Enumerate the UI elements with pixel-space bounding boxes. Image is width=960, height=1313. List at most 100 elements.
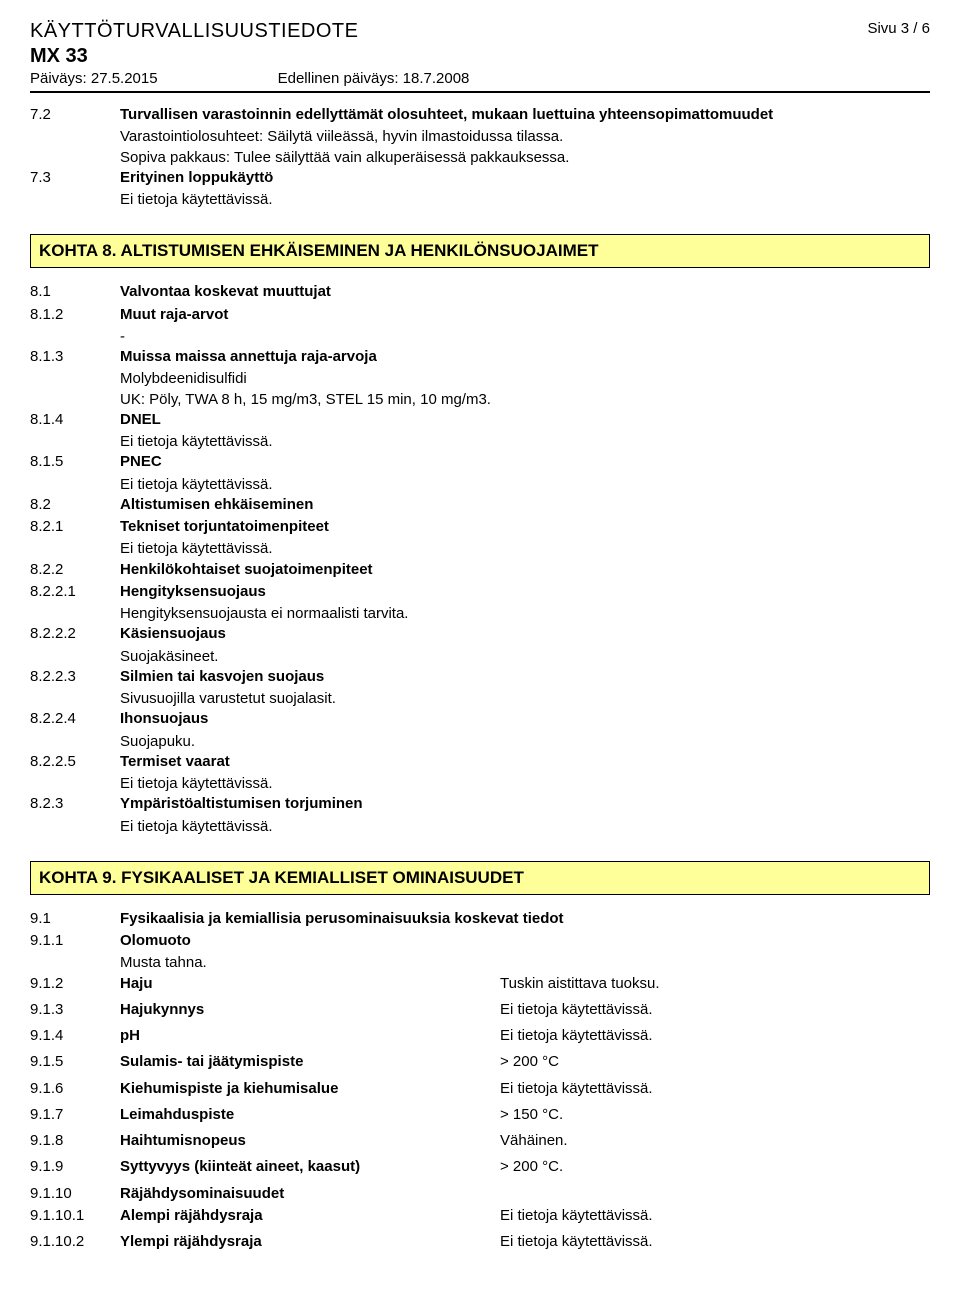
item-8-2-2-3: 8.2.2.3 Silmien tai kasvojen suojaus xyxy=(30,667,930,687)
num-8-2: 8.2 xyxy=(30,495,120,515)
num-8-2-2-1: 8.2.2.1 xyxy=(30,582,120,602)
property-num: 9.1.9 xyxy=(30,1157,120,1177)
item-8-1: 8.1 Valvontaa koskevat muuttujat xyxy=(30,282,930,302)
title-8-2: Altistumisen ehkäiseminen xyxy=(120,495,930,515)
property-value: > 200 °C. xyxy=(500,1157,930,1177)
num-8-1-5: 8.1.5 xyxy=(30,452,120,472)
title-8-1-2: Muut raja-arvot xyxy=(120,305,930,325)
doc-title: KÄYTTÖTURVALLISUUSTIEDOTE xyxy=(30,20,469,43)
item-8-2: 8.2 Altistumisen ehkäiseminen xyxy=(30,495,930,515)
item-8-2-2-5: 8.2.2.5 Termiset vaarat xyxy=(30,752,930,772)
title-9-1: Fysikaalisia ja kemiallisia perusominais… xyxy=(120,909,930,929)
item-7-2: 7.2 Turvallisen varastoinnin edellyttämä… xyxy=(30,105,930,125)
property-label: Alempi räjähdysraja xyxy=(120,1206,500,1226)
title-8-2-2-5: Termiset vaarat xyxy=(120,752,930,772)
item-9-1-10: 9.1.10 Räjähdysominaisuudet xyxy=(30,1184,930,1204)
item-8-1-3: 8.1.3 Muissa maissa annettuja raja-arvoj… xyxy=(30,347,930,367)
property-label: Syttyvyys (kiinteät aineet, kaasut) xyxy=(120,1157,500,1177)
property-row: 9.1.9Syttyvyys (kiinteät aineet, kaasut)… xyxy=(30,1157,930,1177)
property-num: 9.1.5 xyxy=(30,1052,120,1072)
page-header: KÄYTTÖTURVALLISUUSTIEDOTE MX 33 Päiväys:… xyxy=(30,20,930,87)
page-number: Sivu 3 / 6 xyxy=(867,20,930,37)
property-num: 9.1.6 xyxy=(30,1079,120,1099)
item-8-2-2-4: 8.2.2.4 Ihonsuojaus xyxy=(30,709,930,729)
num-8-2-3: 8.2.3 xyxy=(30,794,120,814)
property-num: 9.1.4 xyxy=(30,1026,120,1046)
text-8-2-2-5-l1: Ei tietoja käytettävissä. xyxy=(120,774,930,794)
property-num: 9.1.8 xyxy=(30,1131,120,1151)
property-value: > 150 °C. xyxy=(500,1105,930,1125)
property-num: 9.1.10.2 xyxy=(30,1232,120,1252)
property-num: 9.1.7 xyxy=(30,1105,120,1125)
text-9-1-1-l1: Musta tahna. xyxy=(120,953,930,973)
title-8-1-3: Muissa maissa annettuja raja-arvoja xyxy=(120,347,930,367)
property-row: 9.1.6Kiehumispiste ja kiehumisalueEi tie… xyxy=(30,1079,930,1099)
property-row: 9.1.4pHEi tietoja käytettävissä. xyxy=(30,1026,930,1046)
property-label: Haihtumisnopeus xyxy=(120,1131,500,1151)
num-8-2-2-5: 8.2.2.5 xyxy=(30,752,120,772)
property-row: 9.1.10.2Ylempi räjähdysrajaEi tietoja kä… xyxy=(30,1232,930,1252)
num-8-1-4: 8.1.4 xyxy=(30,410,120,430)
text-8-2-2-4-l1: Suojapuku. xyxy=(120,732,930,752)
property-value: Ei tietoja käytettävissä. xyxy=(500,1232,930,1252)
item-8-1-4: 8.1.4 DNEL xyxy=(30,410,930,430)
title-8-2-2: Henkilökohtaiset suojatoimenpiteet xyxy=(120,560,930,580)
item-8-1-2: 8.1.2 Muut raja-arvot xyxy=(30,305,930,325)
item-9-1: 9.1 Fysikaalisia ja kemiallisia perusomi… xyxy=(30,909,930,929)
num-9-1-10: 9.1.10 xyxy=(30,1184,120,1204)
num-7-2: 7.2 xyxy=(30,105,120,125)
item-8-1-5: 8.1.5 PNEC xyxy=(30,452,930,472)
item-8-2-3: 8.2.3 Ympäristöaltistumisen torjuminen xyxy=(30,794,930,814)
property-value: Ei tietoja käytettävissä. xyxy=(500,1000,930,1020)
text-8-1-5-l1: Ei tietoja käytettävissä. xyxy=(120,475,930,495)
title-8-2-3: Ympäristöaltistumisen torjuminen xyxy=(120,794,930,814)
title-8-2-2-4: Ihonsuojaus xyxy=(120,709,930,729)
text-7-2-l2: Sopiva pakkaus: Tulee säilyttää vain alk… xyxy=(120,148,930,168)
item-8-2-2-1: 8.2.2.1 Hengityksensuojaus xyxy=(30,582,930,602)
title-9-1-10: Räjähdysominaisuudet xyxy=(120,1184,930,1204)
num-8-1: 8.1 xyxy=(30,282,120,302)
text-8-2-2-1-l1: Hengityksensuojausta ei normaalisti tarv… xyxy=(120,604,930,624)
property-num: 9.1.2 xyxy=(30,974,120,994)
text-7-2-l1: Varastointiolosuhteet: Säilytä viileässä… xyxy=(120,127,930,147)
text-8-1-2-sub: - xyxy=(120,327,930,347)
num-8-2-2: 8.2.2 xyxy=(30,560,120,580)
property-value: > 200 °C xyxy=(500,1052,930,1072)
property-row: 9.1.10.1Alempi räjähdysrajaEi tietoja kä… xyxy=(30,1206,930,1226)
num-8-2-1: 8.2.1 xyxy=(30,517,120,537)
text-8-2-2-3-l1: Sivusuojilla varustetut suojalasit. xyxy=(120,689,930,709)
property-row: 9.1.5Sulamis- tai jäätymispiste> 200 °C xyxy=(30,1052,930,1072)
title-8-2-2-1: Hengityksensuojaus xyxy=(120,582,930,602)
item-8-2-2: 8.2.2 Henkilökohtaiset suojatoimenpiteet xyxy=(30,560,930,580)
property-row: 9.1.8HaihtumisnopeusVähäinen. xyxy=(30,1131,930,1151)
title-8-1: Valvontaa koskevat muuttujat xyxy=(120,282,930,302)
num-8-1-3: 8.1.3 xyxy=(30,347,120,367)
title-8-2-2-2: Käsiensuojaus xyxy=(120,624,930,644)
property-row: 9.1.3HajukynnysEi tietoja käytettävissä. xyxy=(30,1000,930,1020)
text-8-1-3-l1: Molybdeenidisulfidi xyxy=(120,369,930,389)
property-row: 9.1.2HajuTuskin aistittava tuoksu. xyxy=(30,974,930,994)
property-value: Ei tietoja käytettävissä. xyxy=(500,1079,930,1099)
item-9-1-1: 9.1.1 Olomuoto xyxy=(30,931,930,951)
num-7-3: 7.3 xyxy=(30,168,120,188)
property-num: 9.1.10.1 xyxy=(30,1206,120,1226)
property-label: Sulamis- tai jäätymispiste xyxy=(120,1052,500,1072)
num-8-2-2-3: 8.2.2.3 xyxy=(30,667,120,687)
title-8-1-4: DNEL xyxy=(120,410,930,430)
text-8-2-1-l1: Ei tietoja käytettävissä. xyxy=(120,539,930,559)
section-9-header: KOHTA 9. FYSIKAALISET JA KEMIALLISET OMI… xyxy=(30,861,930,895)
text-7-3-l1: Ei tietoja käytettävissä. xyxy=(120,190,930,210)
property-value: Tuskin aistittava tuoksu. xyxy=(500,974,930,994)
title-7-2: Turvallisen varastoinnin edellyttämät ol… xyxy=(120,105,930,125)
property-num: 9.1.3 xyxy=(30,1000,120,1020)
title-8-2-2-3: Silmien tai kasvojen suojaus xyxy=(120,667,930,687)
header-rule xyxy=(30,91,930,93)
title-7-3: Erityinen loppukäyttö xyxy=(120,168,930,188)
num-9-1: 9.1 xyxy=(30,909,120,929)
property-label: Kiehumispiste ja kiehumisalue xyxy=(120,1079,500,1099)
property-label: pH xyxy=(120,1026,500,1046)
text-8-1-3-l2: UK: Pöly, TWA 8 h, 15 mg/m3, STEL 15 min… xyxy=(120,390,930,410)
text-8-2-3-l1: Ei tietoja käytettävissä. xyxy=(120,817,930,837)
property-value: Ei tietoja käytettävissä. xyxy=(500,1206,930,1226)
property-label: Ylempi räjähdysraja xyxy=(120,1232,500,1252)
